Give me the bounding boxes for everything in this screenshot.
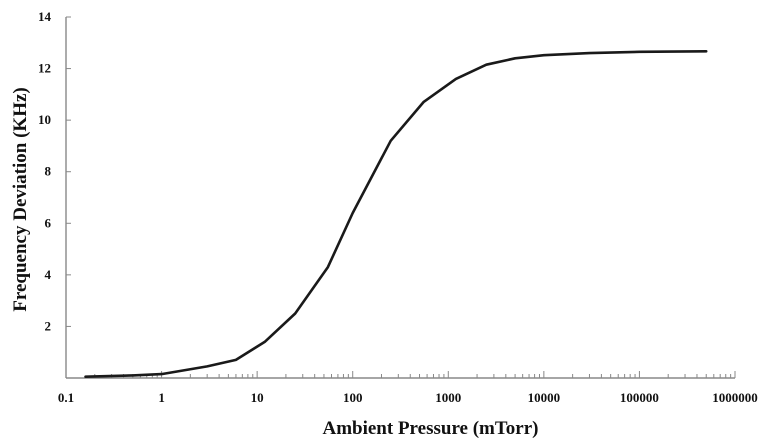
x-tick-label: 1000 bbox=[435, 390, 461, 405]
y-tick-label: 14 bbox=[38, 9, 52, 24]
x-tick-label: 1 bbox=[158, 390, 165, 405]
y-tick-label: 6 bbox=[45, 215, 52, 230]
series-layer bbox=[86, 51, 707, 376]
x-tick-label: 10 bbox=[251, 390, 264, 405]
y-tick-label: 12 bbox=[38, 61, 51, 76]
y-tick-label: 4 bbox=[45, 267, 52, 282]
y-tick-label: 8 bbox=[45, 164, 52, 179]
x-axis-ticks: 0.1 1 10 100 1000 10000 100000 1000000 bbox=[58, 371, 758, 405]
x-tick-label: 100 bbox=[343, 390, 363, 405]
x-axis-title: Ambient Pressure (mTorr) bbox=[322, 418, 538, 438]
x-tick-label: 1000000 bbox=[712, 390, 758, 405]
series-line bbox=[86, 51, 707, 376]
y-tick-label: 2 bbox=[45, 318, 52, 333]
y-axis-title: Frequency Deviation (KHz) bbox=[10, 87, 31, 311]
y-tick-label: 10 bbox=[38, 112, 51, 127]
x-tick-label: 100000 bbox=[620, 390, 659, 405]
x-tick-label: 0.1 bbox=[58, 390, 74, 405]
x-tick-label: 10000 bbox=[528, 390, 561, 405]
